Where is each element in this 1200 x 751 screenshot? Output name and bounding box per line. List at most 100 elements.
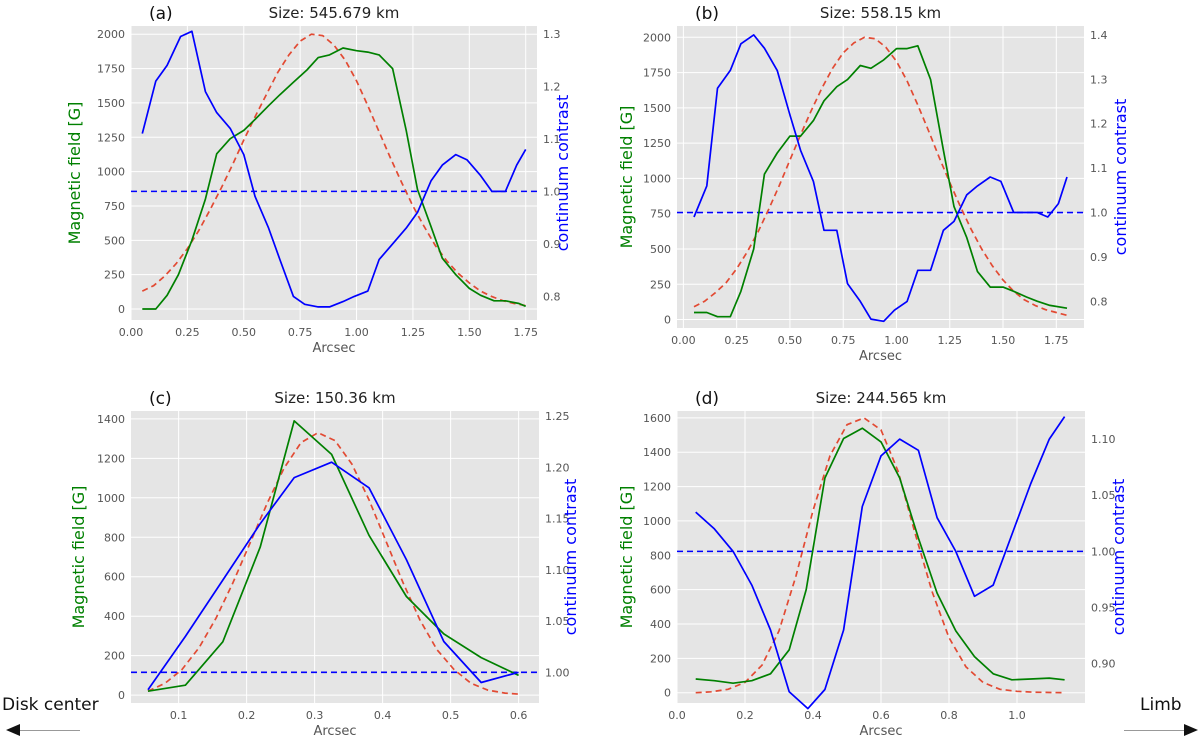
y-left-tick-label: 1400 — [643, 446, 671, 459]
y-left-tick-label: 500 — [650, 243, 671, 256]
y-left-axis-label: Magnetic field [G] — [65, 102, 84, 245]
y-left-tick-label: 0 — [664, 314, 671, 327]
y-left-tick-label: 250 — [104, 269, 125, 282]
x-tick-label: 0.5 — [442, 709, 460, 722]
panel-label: (a) — [149, 4, 173, 24]
x-tick-label: 0.00 — [671, 334, 696, 347]
plot-area — [131, 26, 537, 320]
y-left-tick-label: 600 — [104, 571, 125, 584]
y-left-tick-label: 1500 — [643, 102, 671, 115]
x-tick-label: 1.25 — [401, 326, 426, 339]
y-right-tick-label: 0.95 — [1091, 602, 1116, 615]
x-tick-label: 1.25 — [938, 334, 963, 347]
arrow-left-icon — [6, 724, 20, 736]
x-tick-label: 0.00 — [119, 326, 144, 339]
continuum-contrast-line — [693, 34, 1068, 323]
panel-title: Size: 558.15 km — [820, 4, 941, 22]
y-right-axis-label: continuum contrast — [561, 479, 580, 636]
x-tick-label: 1.50 — [991, 334, 1016, 347]
panel-title: Size: 244.565 km — [816, 389, 947, 407]
x-tick-label: 0.50 — [232, 326, 257, 339]
panel-d: 0.0 0.2 0.4 0.6 0.8 1.00200400600800100012001… — [617, 389, 1128, 739]
y-left-tick-label: 600 — [650, 584, 671, 597]
x-tick-label: 1.75 — [513, 326, 538, 339]
limb-arrow — [1124, 724, 1198, 736]
y-left-tick-label: 200 — [650, 652, 671, 665]
x-axis-label: Arcsec — [859, 724, 902, 739]
y-right-tick-label: 1.15 — [545, 513, 570, 526]
x-tick-label: 0.8 — [940, 709, 958, 722]
disk-center-arrow — [6, 724, 80, 736]
panel-label: (b) — [695, 4, 719, 24]
x-axis-label: Arcsec — [312, 341, 355, 356]
y-right-axis-label: continuum contrast — [1111, 99, 1130, 256]
x-tick-label: 0.25 — [724, 334, 749, 347]
fit-curve — [695, 417, 1065, 694]
y-right-axis-label: continuum contrast — [1109, 479, 1128, 636]
y-left-tick-label: 250 — [650, 278, 671, 291]
x-tick-label: 0.75 — [288, 326, 313, 339]
y-left-tick-label: 2000 — [643, 31, 671, 44]
y-right-tick-label: 1.3 — [543, 28, 561, 41]
panel-b: 0.00 0.25 0.50 0.75 1.00 1.25 1.50 1.75 0 250 500 7… — [617, 4, 1130, 364]
y-left-tick-label: 1400 — [97, 413, 125, 426]
y-right-tick-label: 1.00 — [1091, 545, 1116, 558]
x-tick-label: 1.75 — [1044, 334, 1069, 347]
y-left-tick-label: 750 — [650, 208, 671, 221]
y-left-tick-label: 800 — [650, 549, 671, 562]
panel-a: 0.00 0.25 0.50 0.75 1.00 1.25 1.50 1.75 0 250 500 7… — [65, 4, 572, 356]
x-axis-label: Arcsec — [313, 724, 356, 739]
plot-area — [131, 411, 539, 703]
x-tick-label: 1.50 — [457, 326, 482, 339]
y-right-tick-label: 1.2 — [543, 80, 561, 93]
x-tick-label: 1.00 — [344, 326, 369, 339]
x-tick-label: 0.2 — [736, 709, 754, 722]
x-tick-label: 0.6 — [872, 709, 890, 722]
continuum-contrast-line — [147, 461, 519, 691]
y-left-tick-label: 0 — [664, 687, 671, 700]
x-tick-label: 0.2 — [238, 709, 256, 722]
fit-curve — [693, 36, 1068, 317]
x-tick-label: 0.75 — [831, 334, 856, 347]
y-left-tick-label: 750 — [104, 200, 125, 213]
y-right-tick-label: 1.05 — [545, 615, 570, 628]
fit-curve — [141, 33, 526, 307]
y-left-tick-label: 1000 — [97, 166, 125, 179]
plot-area — [677, 26, 1084, 328]
y-right-tick-label: 1.4 — [1090, 29, 1108, 42]
y-left-tick-label: 800 — [104, 531, 125, 544]
y-left-axis-label: Magnetic field [G] — [617, 486, 636, 629]
y-right-tick-label: 1.0 — [543, 185, 561, 198]
y-right-tick-label: 1.20 — [545, 461, 570, 474]
magnetic-field-line — [695, 427, 1065, 685]
y-left-tick-label: 1750 — [643, 67, 671, 80]
y-left-tick-label: 1250 — [643, 137, 671, 150]
magnetic-field-line — [142, 47, 527, 310]
y-left-tick-label: 500 — [104, 234, 125, 247]
x-tick-label: 0.4 — [804, 709, 822, 722]
limb-label: Limb — [1140, 695, 1182, 715]
x-tick-label: 0.4 — [374, 709, 392, 722]
x-tick-label: 0.6 — [510, 709, 528, 722]
y-right-tick-label: 1.00 — [545, 666, 570, 679]
y-left-axis-label: Magnetic field [G] — [69, 486, 88, 629]
y-left-tick-label: 1000 — [643, 172, 671, 185]
x-tick-label: 0.3 — [306, 709, 324, 722]
y-left-axis-label: Magnetic field [G] — [617, 106, 636, 249]
y-right-tick-label: 1.10 — [545, 564, 570, 577]
y-right-tick-label: 1.0 — [1090, 207, 1108, 220]
y-right-tick-label: 1.3 — [1090, 73, 1108, 86]
y-right-tick-label: 1.05 — [1091, 489, 1116, 502]
y-right-tick-label: 1.1 — [543, 133, 561, 146]
y-left-tick-label: 1250 — [97, 131, 125, 144]
y-left-tick-label: 400 — [650, 618, 671, 631]
panel-label: (d) — [695, 389, 719, 409]
disk-center-label: Disk center — [2, 695, 99, 715]
fit-curve — [147, 431, 519, 695]
continuum-contrast-line — [141, 30, 527, 308]
panel-title: Size: 545.679 km — [269, 4, 400, 22]
y-left-tick-label: 1500 — [97, 97, 125, 110]
y-left-tick-label: 0 — [118, 303, 125, 316]
y-left-tick-label: 1200 — [643, 481, 671, 494]
